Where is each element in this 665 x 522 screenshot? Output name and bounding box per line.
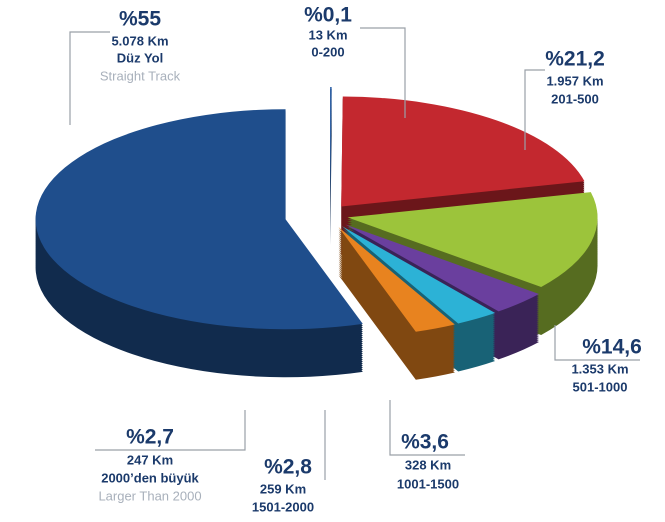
- slice: [330, 86, 332, 198]
- labels: %55 5.078 Km Düz Yol Straight Track %0,1…: [98, 4, 641, 515]
- percent-label: %14,6: [582, 336, 642, 359]
- km-label: 1.353 Km: [571, 361, 628, 376]
- english-label: Straight Track: [100, 68, 181, 83]
- pie: [35, 86, 598, 380]
- km-label: 259 Km: [260, 481, 306, 496]
- category-label: 1501-2000: [252, 499, 314, 514]
- km-label: 5.078 Km: [111, 33, 168, 48]
- slice: [338, 227, 455, 332]
- slice: [345, 224, 539, 312]
- category-label: 0-200: [311, 44, 344, 59]
- percent-label: %21,2: [545, 48, 605, 71]
- leader-line: [389, 400, 465, 456]
- slice: [341, 226, 496, 324]
- leader-line: [554, 325, 640, 361]
- category-label: 201-500: [551, 91, 599, 106]
- leader-line: [95, 410, 246, 451]
- km-label: 328 Km: [405, 457, 451, 472]
- slice: [341, 96, 585, 207]
- leader-line: [360, 27, 406, 118]
- percent-label: %2,8: [264, 456, 312, 479]
- category-label: Düz Yol: [117, 50, 163, 65]
- leader-line: [69, 31, 110, 125]
- slice: [35, 109, 363, 330]
- leader-line: [524, 69, 545, 150]
- english-label: Larger Than 2000: [98, 488, 201, 503]
- category-label: 2000’den büyük: [101, 470, 199, 485]
- percent-label: %2,7: [126, 426, 174, 449]
- category-label: 1001-1500: [397, 476, 459, 491]
- leader-lines: [69, 27, 640, 480]
- km-label: 247 Km: [127, 452, 173, 467]
- percent-label: %3,6: [401, 431, 449, 454]
- category-label: 501-1000: [573, 379, 628, 394]
- km-label: 13 Km: [308, 27, 347, 42]
- percent-label: %55: [119, 8, 161, 31]
- percent-label: %0,1: [304, 4, 352, 27]
- km-label: 1.957 Km: [546, 73, 603, 88]
- slice: [347, 192, 598, 287]
